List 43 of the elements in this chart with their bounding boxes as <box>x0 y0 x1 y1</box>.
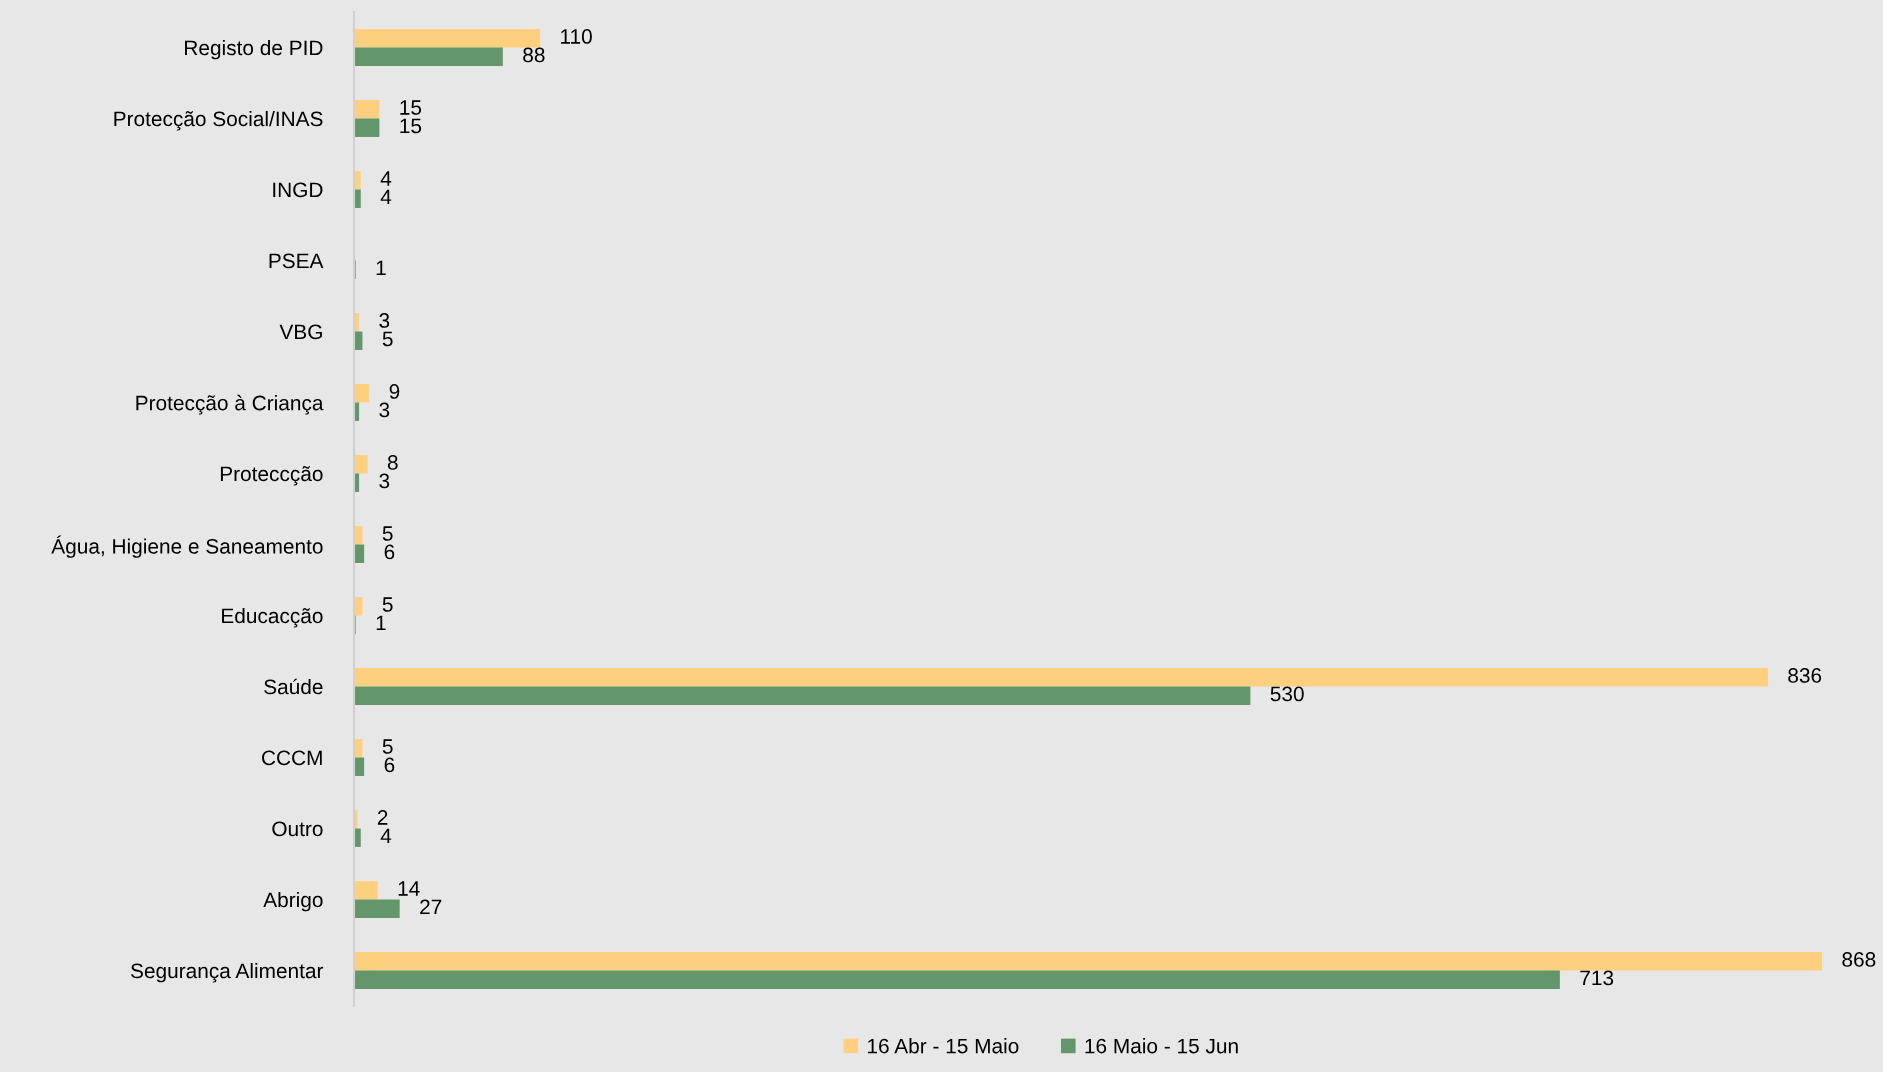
y-tick-label: Registo de PID <box>185 39 323 60</box>
y-tick-label: Proteccção <box>220 466 323 486</box>
data-label: 15 <box>400 118 422 134</box>
data-label: 8 <box>387 455 398 470</box>
data-label: 27 <box>420 899 442 915</box>
data-label: 5 <box>382 331 393 347</box>
data-label: 88 <box>523 47 545 63</box>
data-label: 4 <box>380 828 392 844</box>
y-tick-label: Saúde <box>264 678 323 695</box>
y-tick-label: Educacção <box>222 607 323 628</box>
data-label: 5 <box>382 597 393 612</box>
data-label: 4 <box>380 171 392 186</box>
data-label: 3 <box>379 402 390 418</box>
legend-label: 16 Abr - 15 Maio <box>868 1038 1019 1054</box>
data-label: 5 <box>382 526 393 541</box>
data-label: 14 <box>398 881 420 896</box>
data-label: 3 <box>379 473 390 489</box>
y-tick-label: Abrigo <box>263 891 323 912</box>
y-tick-label: INGD <box>273 182 323 198</box>
y-tick-label: Outro <box>272 821 323 837</box>
y-tick-label: Água, Higiene e Saneamento <box>51 535 323 558</box>
data-label: 6 <box>384 757 395 773</box>
legend-label: 16 Maio - 15 Jun <box>1085 1038 1238 1054</box>
data-label: 4 <box>380 189 392 205</box>
data-label: 110 <box>561 29 592 44</box>
data-label: 836 <box>1788 668 1822 683</box>
y-tick-label: Protecção Social/INAS <box>114 110 323 131</box>
data-label: 1 <box>376 615 386 631</box>
data-label: 868 <box>1842 952 1876 967</box>
data-label: 530 <box>1270 686 1304 702</box>
y-tick-label: CCCM <box>262 750 322 766</box>
data-label: 9 <box>389 384 400 399</box>
data-label: 3 <box>379 313 390 328</box>
data-label: 6 <box>384 544 395 560</box>
data-label: 2 <box>377 810 388 825</box>
y-tick-label: Segurança Alimentar <box>131 962 324 983</box>
data-label: 1 <box>376 260 386 276</box>
data-label: 15 <box>400 100 422 115</box>
y-tick-label: VBG <box>279 324 322 340</box>
data-label: 713 <box>1580 970 1614 986</box>
y-tick-label: PSEA <box>269 253 324 269</box>
y-tick-label: Protecção à Criança <box>136 394 324 415</box>
data-label: 5 <box>382 739 393 754</box>
